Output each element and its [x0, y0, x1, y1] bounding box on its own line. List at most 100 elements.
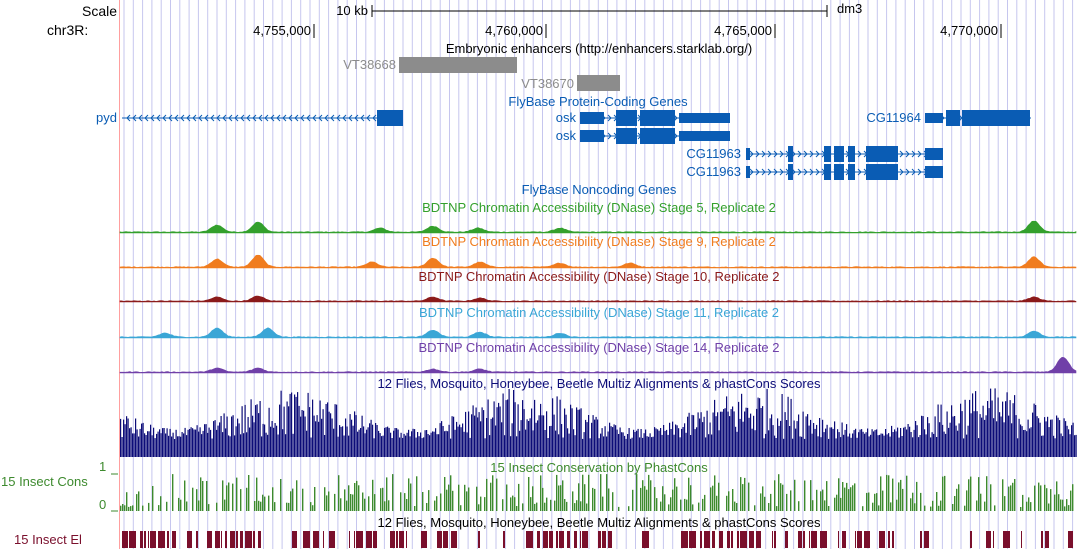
multiz-bar — [631, 437, 633, 457]
phastcons-bar — [480, 496, 482, 511]
multiz-bar — [948, 427, 950, 457]
phastcons-side-label[interactable]: 15 Insect Cons — [1, 474, 88, 489]
multiz-bar — [361, 415, 363, 457]
multiz-bar — [445, 430, 447, 457]
enhancer-label-vt38668[interactable]: VT38668 — [343, 57, 396, 72]
multiz-bar — [702, 422, 704, 457]
multiz-bar — [166, 428, 168, 457]
gene-osk-2 — [580, 128, 730, 144]
multiz-bar — [808, 425, 810, 457]
multiz-bar — [732, 406, 734, 457]
multiz-bar — [1047, 416, 1049, 457]
phastcons-bar — [776, 506, 778, 511]
multiz-bar — [430, 432, 432, 457]
phastcons-bar — [826, 481, 828, 511]
multiz-bar — [849, 433, 851, 457]
phastcons-bar — [152, 486, 154, 511]
multiz-bar — [328, 411, 330, 457]
gene-label-osk-1[interactable]: osk — [555, 110, 576, 125]
phastcons-bar — [338, 475, 340, 511]
multiz-bar — [714, 399, 716, 457]
multiz-bar — [979, 414, 981, 457]
multiz-bar — [325, 404, 327, 457]
multiz-bar — [411, 431, 413, 457]
conserved-element — [864, 531, 870, 548]
phastcons-bar — [562, 480, 564, 511]
multiz-bar — [417, 432, 419, 457]
multiz-bar — [844, 429, 846, 457]
phastcons-bar — [352, 494, 354, 511]
conserved-element — [809, 531, 810, 548]
multiz-bar — [912, 437, 914, 457]
multiz-bar — [201, 434, 203, 457]
multiz-bar — [1068, 429, 1070, 457]
multiz-bar — [484, 438, 486, 457]
phastcons-bar — [464, 484, 466, 511]
gene-label-pyd[interactable]: pyd — [96, 110, 117, 125]
phastcons-bar — [1022, 494, 1024, 511]
multiz-bar — [838, 432, 840, 457]
phastcons-bar — [292, 488, 294, 511]
multiz-bar — [1036, 416, 1038, 457]
phastcons-bar — [506, 484, 508, 511]
conserved-element — [842, 531, 846, 548]
dnase-profile-2 — [119, 254, 1077, 269]
multiz-bar — [252, 415, 254, 457]
multiz-bar — [1030, 427, 1032, 457]
multiz-bar — [561, 424, 563, 457]
multiz-bar — [528, 421, 530, 457]
phastcons-bar — [226, 485, 228, 511]
phastcons-bar — [180, 499, 182, 511]
phastcons-bar — [264, 496, 266, 511]
phastcons-bar — [1004, 496, 1006, 511]
phastcons-bar — [968, 479, 970, 511]
multiz-bar — [151, 435, 153, 457]
multiz-bar — [682, 427, 684, 457]
multiz-bar — [535, 422, 537, 457]
multiz-bar — [390, 432, 392, 457]
multiz-bar — [825, 428, 827, 457]
gene-label-osk-2[interactable]: osk — [555, 128, 576, 143]
conserved-element — [719, 531, 723, 548]
phastcons-bar — [702, 498, 704, 511]
multiz-bar — [975, 391, 977, 457]
phastcons-bar — [422, 492, 424, 511]
multiz-bar — [1039, 422, 1041, 457]
conserved-element — [731, 531, 733, 548]
multiz-bar — [174, 439, 176, 457]
multiz-bar — [853, 430, 855, 457]
phastcons-bar — [534, 503, 536, 511]
phastcons-bar — [1062, 499, 1064, 511]
multiz-bar — [490, 418, 492, 457]
phastcons-bar — [882, 490, 884, 511]
enhancer-label-vt38670[interactable]: VT38670 — [521, 76, 574, 91]
multiz-bar — [318, 421, 320, 457]
phastcons-bar — [492, 475, 494, 511]
gene-label-cg11964[interactable]: CG11964 — [866, 110, 921, 125]
multiz-bar — [802, 411, 804, 457]
multiz-bar — [703, 416, 705, 457]
elements-side-label[interactable]: 15 Insect El — [14, 532, 82, 547]
phastcons-bar — [794, 479, 796, 511]
scale-label: Scale — [82, 3, 118, 19]
conserved-element — [478, 531, 480, 548]
multiz-bar — [268, 407, 270, 457]
multiz-bar — [859, 429, 861, 457]
multiz-bar — [552, 398, 554, 457]
phastcons-bar — [586, 503, 588, 511]
phastcons-bar — [924, 505, 926, 511]
multiz-bar — [565, 414, 567, 457]
gene-label-cg11963-1[interactable]: CG11963 — [686, 146, 741, 161]
assembly-label: dm3 — [837, 1, 863, 16]
multiz-bar — [388, 427, 390, 457]
phastcons-bar — [816, 489, 818, 511]
conserved-element — [803, 531, 805, 548]
phastcons-bar — [334, 493, 336, 511]
gene-label-cg11963-2[interactable]: CG11963 — [686, 164, 741, 179]
phastcons-bar — [1020, 507, 1022, 511]
multiz-bar — [831, 427, 833, 457]
multiz-bar — [366, 429, 368, 457]
phastcons-bar — [790, 490, 792, 511]
